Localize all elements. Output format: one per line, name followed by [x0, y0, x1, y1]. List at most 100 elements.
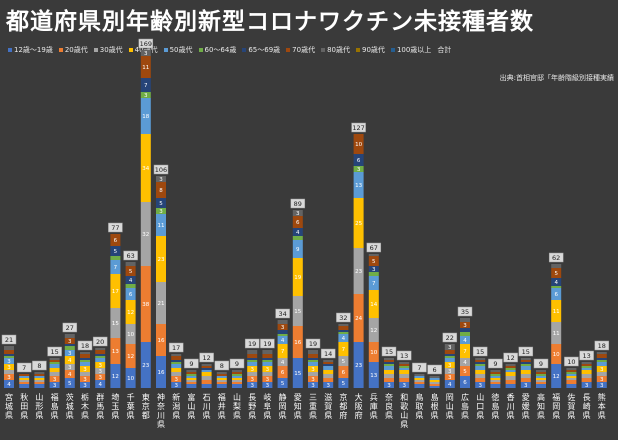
bar-segment: [19, 374, 30, 376]
bar-segment: [19, 376, 30, 378]
bar-segment: [64, 364, 75, 370]
category-label: 徳島県: [491, 392, 499, 420]
bar-segment: [247, 350, 258, 354]
bar-segment: [140, 202, 151, 266]
bar-segment: [4, 364, 14, 370]
bar-segment: [475, 364, 486, 366]
bar-segment: [156, 282, 166, 324]
bar-segment: [171, 372, 182, 376]
bar-segment: [232, 372, 242, 374]
total-label: 19: [309, 340, 317, 348]
bar-segment: [475, 382, 486, 388]
segment-label: 13: [355, 183, 362, 189]
bar-segment: [95, 368, 106, 374]
total-label-box: [214, 360, 230, 371]
legend-swatch: [163, 48, 168, 52]
bar-segment: [110, 274, 121, 308]
bar-segment: [262, 350, 273, 354]
bar-segment: [125, 266, 136, 276]
bar-segment: [125, 324, 136, 344]
segment-label: 15: [112, 321, 119, 327]
segment-label: 5: [342, 359, 346, 365]
segment-label: 34: [142, 166, 149, 172]
bar-segment: [125, 368, 136, 388]
segment-label: 3: [281, 325, 285, 331]
legend-swatch: [93, 48, 98, 52]
bar-segment: [505, 364, 516, 366]
bar-segment: [429, 380, 440, 382]
bar-segment: [520, 360, 531, 362]
bar-segment: [490, 378, 501, 380]
segment-label: 5: [342, 381, 346, 387]
segment-label: 3: [68, 351, 72, 357]
bar-segment: [262, 360, 273, 362]
bar-segment: [292, 258, 303, 296]
bar-segment: [186, 378, 197, 380]
bar-segment: [19, 380, 30, 382]
bar-segment: [140, 92, 151, 98]
bar-segment: [323, 362, 334, 364]
bar-segment: [475, 360, 486, 362]
bar-segment: [64, 370, 75, 378]
bar-segment: [596, 362, 607, 366]
bar-segment: [156, 182, 166, 198]
bar-segment: [505, 368, 516, 370]
bar-segment: [4, 370, 14, 374]
segment-label: 3: [159, 209, 163, 215]
bar-segment: [429, 378, 440, 380]
bar-segment: [292, 240, 303, 258]
segment-label: 3: [311, 367, 315, 373]
legend-item: 100歳以上: [390, 45, 431, 55]
total-label-box: [229, 358, 245, 369]
bar-segment: [551, 264, 562, 268]
total-label-box: [472, 346, 488, 357]
bar-segment: [232, 380, 242, 382]
bar-segment: [125, 284, 136, 288]
bar-segment: [277, 330, 288, 334]
chart-title: 都道府県別年齢別新型コロナワクチン未接種者数: [6, 9, 534, 35]
bar-segment: [247, 382, 258, 388]
bar-segment: [201, 366, 212, 368]
bar-segment: [475, 362, 486, 364]
legend-label: 12歳～19歳: [14, 46, 53, 54]
category-label: 鳥取県: [415, 392, 423, 420]
bar-segment: [308, 360, 318, 362]
bar-segment: [308, 376, 318, 382]
segment-label: 3: [144, 51, 148, 57]
category-label: 栃木県: [81, 392, 89, 420]
bar-segment: [34, 380, 45, 382]
segment-label: 5: [372, 259, 376, 265]
segment-label: 23: [355, 363, 362, 369]
segment-label: 3: [311, 377, 315, 383]
total-label: 18: [598, 342, 606, 350]
total-label: 127: [352, 124, 364, 132]
total-label: 8: [220, 362, 224, 370]
bar-segment: [277, 336, 288, 344]
bar-segment: [34, 384, 45, 388]
segment-label: 3: [68, 365, 72, 371]
segment-label: 3: [448, 363, 452, 369]
category-label: 島根県: [431, 392, 439, 420]
total-label-box: [32, 360, 47, 371]
bar-segment: [323, 370, 334, 374]
bar-segment: [125, 262, 136, 266]
category-label: 神奈川県: [157, 392, 165, 429]
bar-segment: [323, 366, 334, 370]
bar-segment: [551, 286, 562, 288]
total-label-box: [518, 346, 534, 357]
segment-label: 15: [294, 309, 301, 315]
segment-label: 3: [250, 367, 254, 373]
bar-segment: [232, 374, 242, 376]
segment-label: 5: [159, 201, 163, 207]
bar-segment: [505, 366, 516, 368]
category-label: 埼玉県: [111, 392, 119, 420]
total-label-box: [123, 250, 138, 261]
bar-segment: [566, 378, 577, 380]
segment-label: 18: [142, 114, 149, 120]
bar-segment: [80, 358, 90, 360]
bar-segment: [171, 368, 182, 372]
segment-label: 3: [402, 383, 406, 389]
bar-segment: [536, 372, 546, 374]
category-label: 千葉県: [127, 392, 135, 420]
total-label-box: [412, 362, 427, 373]
